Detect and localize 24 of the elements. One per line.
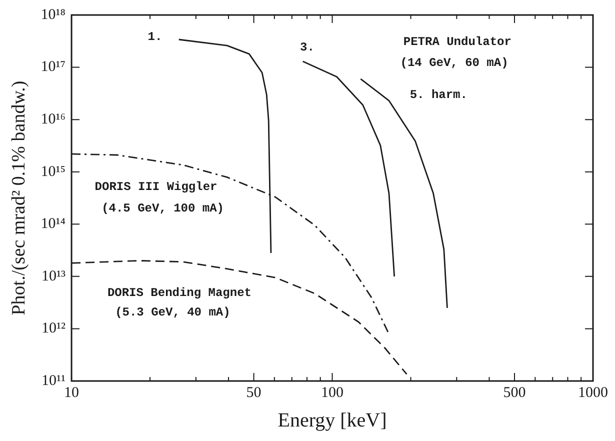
y-tick-label: 10¹¹ (42, 372, 66, 389)
x-tick-label: 50 (246, 384, 262, 401)
annotation: (4.5 GeV, 100 mA) (102, 201, 224, 216)
y-tick-label: 10¹³ (42, 268, 66, 284)
x-tick-label: 500 (503, 384, 526, 401)
y-tick-label: 10¹⁵ (40, 164, 66, 180)
annotation: 1. (148, 30, 162, 44)
x-tick-label: 1000 (578, 384, 608, 401)
annotation: 5. harm. (410, 88, 468, 102)
annotation: DORIS Bending Magnet (107, 286, 252, 300)
x-tick-label: 100 (321, 384, 344, 401)
x-tick-label: 10 (64, 384, 80, 401)
x-axis-title: Energy [keV] (278, 409, 387, 432)
y-tick-label: 10¹⁶ (40, 112, 66, 128)
y-tick-label: 10¹² (42, 320, 66, 337)
y-tick-label: 10¹⁷ (40, 59, 66, 76)
y-axis-title: Phot./(sec mrad² 0.1% bandw.) (8, 80, 30, 316)
annotation: 3. (300, 40, 314, 55)
annotation: (5.3 GeV, 40 mA) (115, 306, 230, 320)
annotation: DORIS III Wiggler (94, 180, 218, 194)
y-tick-label: 10¹⁴ (40, 216, 66, 232)
y-tick-label: 10¹⁸ (40, 6, 66, 23)
annotation: PETRA Undulator (403, 35, 512, 50)
annotation: (14 GeV, 60 mA) (400, 56, 508, 70)
